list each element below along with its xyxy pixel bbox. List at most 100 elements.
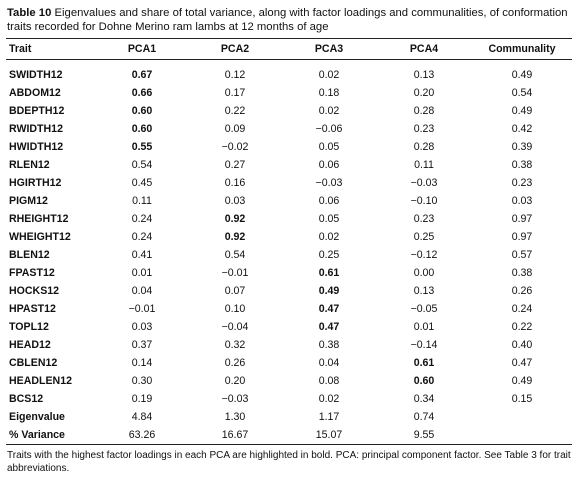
table-row: RLEN12 0.54 0.27 0.06 0.11 0.38 [6,156,572,174]
communality-cell: 0.26 [511,285,533,297]
communality-cell: 0.49 [511,69,533,81]
communality-cell: 0.15 [511,393,533,405]
pca4-cell: −0.12 [410,249,438,261]
trait-cell: BLEN12 [9,249,50,261]
pca4-cell: 0.34 [413,393,435,405]
trait-cell: BDEPTH12 [9,105,65,117]
trait-cell: RWIDTH12 [9,123,63,135]
trait-cell: HPAST12 [9,303,56,315]
communality-cell: 0.24 [511,303,533,315]
column-header-communality: Communality [472,38,572,60]
trait-cell: ABDOM12 [9,87,61,99]
communality-cell: 0.22 [511,321,533,333]
column-header-trait: Trait [6,38,96,60]
table-row: HOCKS12 0.04 0.07 0.49 0.13 0.26 [6,282,572,300]
trait-cell: HWIDTH12 [9,141,64,153]
table-row: BCS12 0.19 −0.03 0.02 0.34 0.15 [6,390,572,408]
communality-cell: 0.23 [511,177,533,189]
table-row: PIGM12 0.11 0.03 0.06 −0.10 0.03 [6,192,572,210]
pca2-cell: −0.02 [221,141,249,153]
pca4-cell: −0.14 [410,339,438,351]
pca2-cell: −0.03 [221,393,249,405]
table-row: CBLEN12 0.14 0.26 0.04 0.61 0.47 [6,354,572,372]
pca2-cell: 0.27 [224,159,246,171]
table-row: HEADLEN12 0.30 0.20 0.08 0.60 0.49 [6,372,572,390]
header-row: Trait PCA1 PCA2 PCA3 PCA4 Communality [6,38,572,60]
pca3-cell: 0.08 [318,375,340,387]
pca1-cell: 0.37 [131,339,153,351]
pca3-cell: 0.02 [318,393,340,405]
table-row: HEAD12 0.37 0.32 0.38 −0.14 0.40 [6,336,572,354]
pca3-cell: 0.18 [318,87,340,99]
pca4-cell: 0.23 [413,123,435,135]
pca3-cell: 0.49 [318,285,340,297]
pca2-cell: 0.10 [224,303,246,315]
pca3-cell: −0.06 [315,123,343,135]
pca1-cell: 4.84 [131,411,153,423]
communality-cell [472,408,572,426]
pca2-cell: 0.07 [224,285,246,297]
table-row: TOPL12 0.03 −0.04 0.47 0.01 0.22 [6,318,572,336]
trait-cell: HGIRTH12 [9,177,62,189]
trait-cell: % Variance [6,426,96,445]
trait-cell: HEAD12 [9,339,51,351]
communality-cell: 0.38 [511,159,533,171]
pca1-cell: 0.01 [131,267,153,279]
trait-cell: PIGM12 [9,195,48,207]
table-caption-text: Eigenvalues and share of total variance,… [7,7,568,33]
pca4-cell: −0.05 [410,303,438,315]
pca2-cell: 0.32 [224,339,246,351]
pca1-cell: 0.66 [131,87,153,99]
pca1-cell: −0.01 [128,303,156,315]
table-row: WHEIGHT12 0.24 0.92 0.02 0.25 0.97 [6,228,572,246]
trait-cell: HOCKS12 [9,285,60,297]
communality-cell: 0.03 [511,195,533,207]
communality-cell: 0.54 [511,87,533,99]
communality-cell: 0.49 [511,105,533,117]
column-header-pca2: PCA2 [188,38,282,60]
pca2-cell: 0.09 [224,123,246,135]
pca4-cell: 0.01 [413,321,435,333]
communality-cell: 0.57 [511,249,533,261]
pca2-cell: −0.01 [221,267,249,279]
pca2-cell: 0.54 [224,249,246,261]
pca3-cell: 0.47 [318,303,340,315]
pca3-cell: 0.05 [318,213,340,225]
communality-cell: 0.97 [511,213,533,225]
communality-cell: 0.38 [511,267,533,279]
pca4-cell: −0.03 [410,177,438,189]
pca3-cell: 15.07 [282,426,376,445]
pca4-cell: 0.00 [413,267,435,279]
pca3-cell: 0.25 [318,249,340,261]
pca2-cell: 0.92 [224,231,246,243]
pca2-cell: 0.26 [224,357,246,369]
pca1-cell: 0.41 [131,249,153,261]
trait-cell: RHEIGHT12 [9,213,69,225]
table-row: RHEIGHT12 0.24 0.92 0.05 0.23 0.97 [6,210,572,228]
communality-cell: 0.49 [511,375,533,387]
pca1-cell: 0.14 [131,357,153,369]
pca1-cell: 63.26 [96,426,188,445]
trait-cell: RLEN12 [9,159,50,171]
pca2-cell: 0.92 [224,213,246,225]
communality-cell [472,426,572,445]
table-row: Eigenvalue 4.84 1.30 1.17 0.74 [6,408,572,426]
trait-cell: WHEIGHT12 [9,231,71,243]
table-caption: Table 10 Eigenvalues and share of total … [7,6,574,34]
pca4-cell: 0.20 [413,87,435,99]
pca2-cell: −0.04 [221,321,249,333]
pca1-cell: 0.19 [131,393,153,405]
trait-cell: CBLEN12 [9,357,58,369]
table-header: Trait PCA1 PCA2 PCA3 PCA4 Communality [6,38,572,60]
pca2-cell: 0.12 [224,69,246,81]
table-row: % Variance 63.26 16.67 15.07 9.55 [6,426,572,445]
pca3-cell: 1.17 [318,411,340,423]
pca4-cell: 0.74 [413,411,435,423]
pca1-cell: 0.60 [131,123,153,135]
table-row: BLEN12 0.41 0.54 0.25 −0.12 0.57 [6,246,572,264]
pca2-cell: 1.30 [224,411,246,423]
pca1-cell: 0.55 [131,141,153,153]
pca3-cell: 0.05 [318,141,340,153]
pca1-cell: 0.11 [132,195,152,207]
